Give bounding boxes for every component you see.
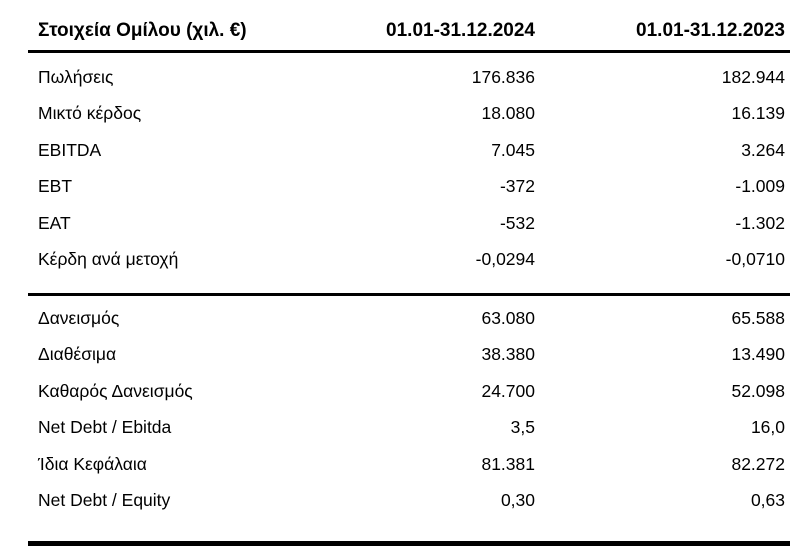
income-statement-section: Πωλήσεις 176.836 182.944 Μικτό κέρδος 18…: [28, 53, 790, 278]
table-bottom-double-rule: [28, 541, 790, 546]
row-label: EBITDA: [38, 139, 102, 160]
column-header-2024: 01.01-31.12.2024: [386, 20, 535, 41]
row-value-2024: -532: [499, 212, 535, 233]
row-value-2024: 176.836: [471, 66, 535, 87]
row-value-2023: 0,63: [750, 490, 785, 511]
row-label: EAT: [38, 212, 71, 233]
row-label: Μικτό κέρδος: [38, 103, 142, 124]
row-value-2024: 18.080: [481, 103, 535, 124]
table-row-ebitda: EBITDA 7.045 3.264: [28, 132, 790, 169]
row-value-2024: 3,5: [510, 417, 535, 438]
row-value-2024: 81.381: [481, 453, 535, 474]
financial-table: Στοιχεία Ομίλου (χιλ. €) 01.01-31.12.202…: [28, 12, 790, 546]
table-row-sales: Πωλήσεις 176.836 182.944: [28, 59, 790, 96]
row-value-2023: 3.264: [741, 139, 785, 160]
row-value-2024: 24.700: [481, 380, 535, 401]
row-value-2024: 0,30: [500, 490, 535, 511]
balance-sheet-section: Δανεισμός 63.080 65.588 Διαθέσιμα 38.380…: [28, 296, 790, 519]
column-header-2023: 01.01-31.12.2023: [636, 20, 785, 41]
row-label: Δανεισμός: [38, 307, 120, 328]
table-row-eat: EAT -532 -1.302: [28, 205, 790, 242]
row-value-2023: 82.272: [731, 453, 785, 474]
row-label: Κέρδη ανά μετοχή: [38, 249, 179, 270]
table-row-earnings-per-share: Κέρδη ανά μετοχή -0,0294 -0,0710: [28, 242, 790, 279]
row-label: Net Debt / Equity: [38, 490, 171, 511]
table-row-ebt: EBT -372 -1.009: [28, 169, 790, 206]
table-row-net-debt: Καθαρός Δανεισμός 24.700 52.098: [28, 373, 790, 410]
row-value-2023: -1.009: [735, 176, 785, 197]
row-label: Net Debt / Ebitda: [38, 417, 172, 438]
row-label: Καθαρός Δανεισμός: [38, 380, 193, 401]
row-label: Ίδια Κεφάλαια: [38, 453, 147, 474]
row-value-2023: 182.944: [721, 66, 785, 87]
row-value-2024: -372: [499, 176, 535, 197]
row-value-2023: 52.098: [731, 380, 785, 401]
row-value-2024: -0,0294: [475, 249, 535, 270]
table-row-cash: Διαθέσιμα 38.380 13.490: [28, 337, 790, 374]
table-row-gross-profit: Μικτό κέρδος 18.080 16.139: [28, 96, 790, 133]
table-title: Στοιχεία Ομίλου (χιλ. €): [38, 20, 247, 41]
row-value-2024: 63.080: [481, 307, 535, 328]
header-rule: [28, 50, 790, 53]
row-value-2023: -0,0710: [725, 249, 785, 270]
table-row-net-debt-equity: Net Debt / Equity 0,30 0,63: [28, 483, 790, 520]
row-value-2023: 16.139: [731, 103, 785, 124]
table-row-net-debt-ebitda: Net Debt / Ebitda 3,5 16,0: [28, 410, 790, 447]
row-value-2023: 16,0: [750, 417, 785, 438]
table-row-equity: Ίδια Κεφάλαια 81.381 82.272: [28, 446, 790, 483]
row-value-2023: 65.588: [731, 307, 785, 328]
row-value-2023: -1.302: [735, 212, 785, 233]
row-value-2024: 7.045: [491, 139, 535, 160]
row-value-2023: 13.490: [731, 344, 785, 365]
table-row-debt: Δανεισμός 63.080 65.588: [28, 300, 790, 337]
section-divider-rule: [28, 293, 790, 296]
table-header-row: Στοιχεία Ομίλου (χιλ. €) 01.01-31.12.202…: [28, 12, 790, 50]
row-label: EBT: [38, 176, 73, 197]
row-label: Πωλήσεις: [38, 66, 114, 87]
row-value-2024: 38.380: [481, 344, 535, 365]
row-label: Διαθέσιμα: [38, 344, 117, 365]
